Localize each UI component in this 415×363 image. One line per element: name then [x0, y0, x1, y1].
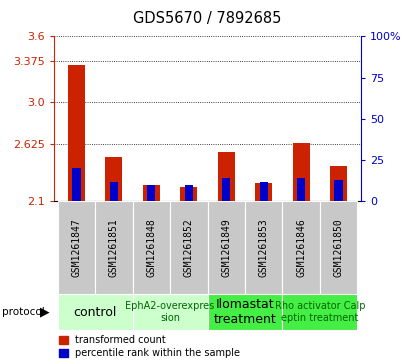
Bar [245, 201, 282, 294]
Text: EphA2-overexpres
sion: EphA2-overexpres sion [125, 301, 215, 323]
Text: GDS5670 / 7892685: GDS5670 / 7892685 [133, 11, 282, 26]
Bar [282, 294, 357, 330]
Bar [105, 158, 122, 201]
Bar [68, 65, 85, 201]
Bar [255, 183, 272, 201]
Bar [110, 182, 118, 201]
Legend: transformed count, percentile rank within the sample: transformed count, percentile rank withi… [59, 335, 240, 358]
Bar [334, 180, 343, 201]
Bar [222, 178, 230, 201]
Bar [297, 178, 305, 201]
Bar [293, 143, 310, 201]
Text: Rho activator Calp
eptin treatment: Rho activator Calp eptin treatment [275, 301, 365, 323]
Bar [72, 168, 81, 201]
Bar [282, 201, 320, 294]
Text: GSM1261851: GSM1261851 [109, 219, 119, 277]
Bar [181, 187, 197, 201]
Bar [259, 182, 268, 201]
Bar [170, 201, 208, 294]
Text: control: control [73, 306, 117, 319]
Bar [133, 201, 170, 294]
Bar [330, 166, 347, 201]
Bar [320, 201, 357, 294]
Text: ▶: ▶ [40, 306, 50, 319]
Text: GSM1261847: GSM1261847 [71, 219, 81, 277]
Bar [58, 294, 133, 330]
Text: GSM1261853: GSM1261853 [259, 219, 269, 277]
Text: GSM1261846: GSM1261846 [296, 219, 306, 277]
Bar [218, 152, 234, 201]
Text: GSM1261850: GSM1261850 [334, 219, 344, 277]
Bar [133, 294, 208, 330]
Bar [58, 201, 95, 294]
Bar [185, 185, 193, 201]
Text: Ilomastat
treatment: Ilomastat treatment [214, 298, 276, 326]
Bar [95, 201, 133, 294]
Bar [143, 185, 160, 201]
Text: GSM1261849: GSM1261849 [221, 219, 231, 277]
Text: protocol: protocol [2, 307, 45, 317]
Text: GSM1261848: GSM1261848 [146, 219, 156, 277]
Bar [208, 294, 282, 330]
Bar [208, 201, 245, 294]
Text: GSM1261852: GSM1261852 [184, 219, 194, 277]
Bar [147, 185, 156, 201]
